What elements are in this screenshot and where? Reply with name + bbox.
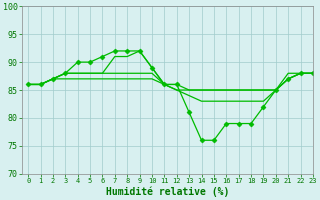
X-axis label: Humidité relative (%): Humidité relative (%) xyxy=(106,187,229,197)
